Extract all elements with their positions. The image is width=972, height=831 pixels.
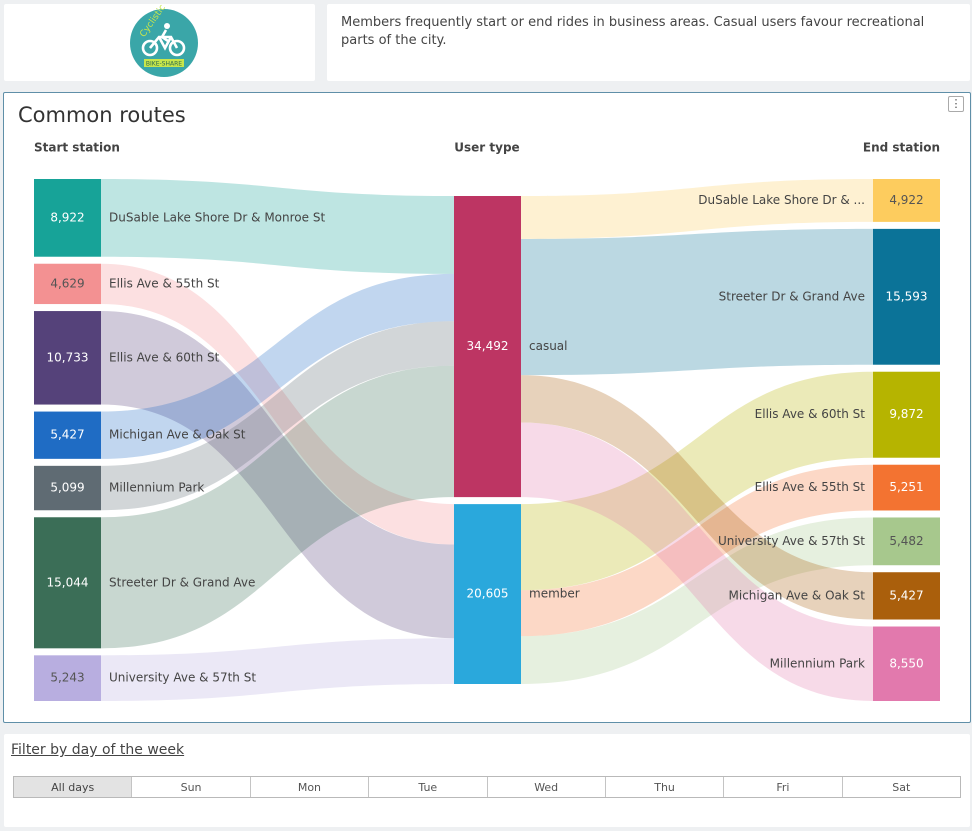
user-type-label-member: member: [529, 587, 580, 601]
end-label-millennium-park: Millennium Park: [770, 656, 865, 670]
end-value-ellis-ave-55th-st: 5,251: [889, 480, 923, 494]
link-member-to-ellis-ave-55th-st: [521, 464, 873, 637]
start-value-ellis-ave-60th-st: 10,733: [47, 350, 89, 364]
start-node-millennium-park: [34, 465, 101, 511]
start-label-millennium-park: Millennium Park: [109, 481, 204, 495]
end-value-michigan-ave-oak-st: 5,427: [889, 588, 923, 602]
logo-banner-text: BIKE-SHARE: [146, 61, 182, 68]
link-university-ave-57th-st-to-member: [101, 638, 454, 701]
user-type-label-casual: casual: [529, 339, 568, 353]
link-member-to-university-ave-57th-st: [521, 517, 873, 684]
user-type-node-member: [454, 504, 521, 684]
start-node-streeter-dr-grand-ave: [34, 517, 101, 649]
start-node-ellis-ave-55th-st: [34, 263, 101, 305]
description-text: Members frequently start or end rides in…: [341, 15, 925, 48]
start-node-ellis-ave-60th-st: [34, 311, 101, 405]
start-node-dusable-lake-shore-dr-monroe-st: [34, 179, 101, 257]
link-dusable-lake-shore-dr-monroe-st-to-casual: [101, 179, 454, 274]
logo-banner: [144, 59, 184, 67]
start-label-streeter-dr-grand-ave: Streeter Dr & Grand Ave: [109, 575, 255, 589]
start-value-ellis-ave-55th-st: 4,629: [50, 276, 84, 290]
link-streeter-dr-grand-ave-to-casual: [101, 365, 454, 649]
link-casual-to-dusable-lake-shore-dr: [521, 179, 873, 239]
end-label-ellis-ave-60th-st: Ellis Ave & 60th St: [755, 407, 866, 421]
more-options-button[interactable]: ⋮: [948, 96, 964, 112]
start-node-university-ave-57th-st: [34, 655, 101, 701]
start-value-millennium-park: 5,099: [50, 481, 84, 495]
start-label-michigan-ave-oak-st: Michigan Ave & Oak St: [109, 428, 246, 442]
user-type-value-member: 20,605: [467, 587, 509, 601]
end-label-ellis-ave-55th-st: Ellis Ave & 55th St: [755, 480, 866, 494]
link-casual-to-michigan-ave-oak-st: [521, 375, 873, 620]
header-end-station: End station: [863, 141, 940, 155]
day-button-tue[interactable]: Tue: [369, 777, 488, 797]
day-button-wed[interactable]: Wed: [487, 777, 606, 797]
end-node-ellis-ave-55th-st: [873, 464, 940, 511]
end-value-millennium-park: 8,550: [889, 656, 923, 670]
cyclistic-logo: Cyclistic BIKE-SHARE: [130, 3, 198, 77]
end-label-michigan-ave-oak-st: Michigan Ave & Oak St: [729, 588, 866, 602]
end-node-millennium-park: [873, 626, 940, 701]
end-node-university-ave-57th-st: [873, 517, 940, 566]
chart-title: Common routes: [18, 103, 186, 127]
end-node-streeter-dr-grand-ave: [873, 228, 940, 365]
description-card: Members frequently start or end rides in…: [327, 4, 970, 81]
end-label-dusable-lake-shore-dr: DuSable Lake Shore Dr & ...: [698, 193, 865, 207]
link-casual-to-streeter-dr-grand-ave: [521, 228, 873, 376]
day-button-sat[interactable]: Sat: [842, 777, 960, 797]
filter-title: Filter by day of the week: [11, 742, 185, 758]
start-value-michigan-ave-oak-st: 5,427: [50, 428, 84, 442]
day-filter-card: Filter by day of the week All days Sun M…: [4, 734, 970, 827]
sankey-chart: Start station User type End station 8,922 Du…: [34, 141, 940, 701]
link-michigan-ave-oak-st-to-casual: [101, 273, 454, 459]
user-type-value-casual: 34,492: [467, 339, 509, 353]
start-label-ellis-ave-55th-st: Ellis Ave & 55th St: [109, 276, 220, 290]
end-value-dusable-lake-shore-dr: 4,922: [889, 193, 923, 207]
end-label-university-ave-57th-st: University Ave & 57th St: [718, 534, 865, 548]
start-node-michigan-ave-oak-st: [34, 411, 101, 459]
start-value-dusable-lake-shore-dr-monroe-st: 8,922: [50, 210, 84, 224]
link-ellis-ave-55th-st-to-member: [101, 263, 454, 545]
sankey-links: [101, 179, 873, 701]
end-node-michigan-ave-oak-st: [873, 572, 940, 620]
start-value-streeter-dr-grand-ave: 15,044: [47, 575, 89, 589]
link-millennium-park-to-casual: [101, 321, 454, 511]
day-button-sun[interactable]: Sun: [132, 777, 251, 797]
start-label-dusable-lake-shore-dr-monroe-st: DuSable Lake Shore Dr & Monroe St: [109, 210, 325, 224]
day-button-mon[interactable]: Mon: [250, 777, 370, 797]
end-value-ellis-ave-60th-st: 9,872: [889, 407, 923, 421]
link-casual-to-millennium-park: [521, 422, 873, 701]
bicycle-rider-icon: [141, 23, 186, 57]
day-button-all-days[interactable]: All days: [14, 777, 133, 797]
day-button-fri[interactable]: Fri: [724, 777, 843, 797]
logo-card: Cyclistic BIKE-SHARE: [4, 3, 315, 81]
link-ellis-ave-60th-st-to-member: [101, 311, 454, 639]
start-value-university-ave-57th-st: 5,243: [50, 671, 84, 685]
day-filter-bar: All days Sun Mon Tue Wed Thu Fri Sat: [13, 776, 961, 798]
end-node-ellis-ave-60th-st: [873, 371, 940, 458]
start-label-university-ave-57th-st: University Ave & 57th St: [109, 671, 256, 685]
header-user-type: User type: [454, 141, 519, 155]
header-start-station: Start station: [34, 141, 120, 155]
link-member-to-ellis-ave-60th-st: [521, 371, 873, 591]
end-value-university-ave-57th-st: 5,482: [889, 534, 923, 548]
end-label-streeter-dr-grand-ave: Streeter Dr & Grand Ave: [719, 289, 865, 303]
user-type-node-casual: [454, 196, 521, 498]
end-value-streeter-dr-grand-ave: 15,593: [886, 289, 928, 303]
day-button-thu[interactable]: Thu: [605, 777, 725, 797]
start-label-ellis-ave-60th-st: Ellis Ave & 60th St: [109, 350, 220, 364]
end-node-dusable-lake-shore-dr: [873, 179, 940, 222]
common-routes-card: Start station User type End station 8,922 Du…: [3, 92, 971, 723]
